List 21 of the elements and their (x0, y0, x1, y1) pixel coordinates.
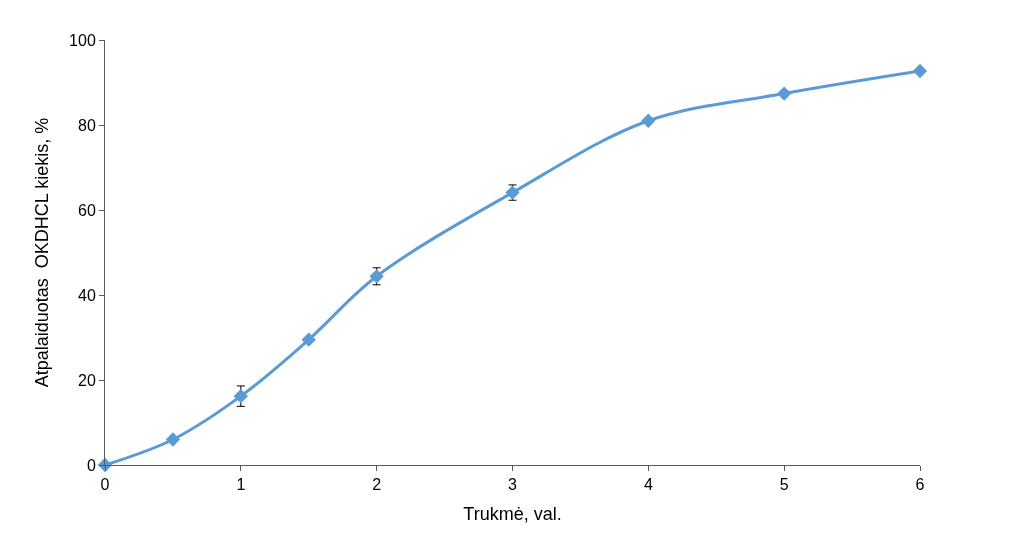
x-tick-label: 5 (779, 476, 789, 494)
point (165, 432, 181, 447)
x-tick-label: 6 (915, 476, 925, 494)
y-tick-label: 80 (78, 116, 96, 134)
y-tick-label: 60 (78, 201, 96, 219)
point (233, 389, 248, 404)
x-tick-label: 2 (372, 476, 382, 494)
x-tick-label: 4 (643, 476, 653, 494)
point (641, 113, 656, 128)
y-tick-label: 100 (69, 31, 96, 49)
x-tick-label: 1 (236, 476, 246, 494)
x-tick-label: 0 (100, 476, 110, 494)
y-tick-label: 0 (86, 456, 96, 474)
y-tick-label: 20 (78, 371, 96, 389)
point (777, 86, 792, 101)
point (301, 332, 316, 347)
x-axis-title: Trukmė, val. (463, 504, 562, 525)
x-tick-label: 3 (508, 476, 518, 494)
point (912, 63, 928, 79)
y-axis-title: Atpalaiduotas OKDHCL kiekis, % (32, 117, 53, 388)
y-tick-label: 40 (78, 286, 96, 304)
